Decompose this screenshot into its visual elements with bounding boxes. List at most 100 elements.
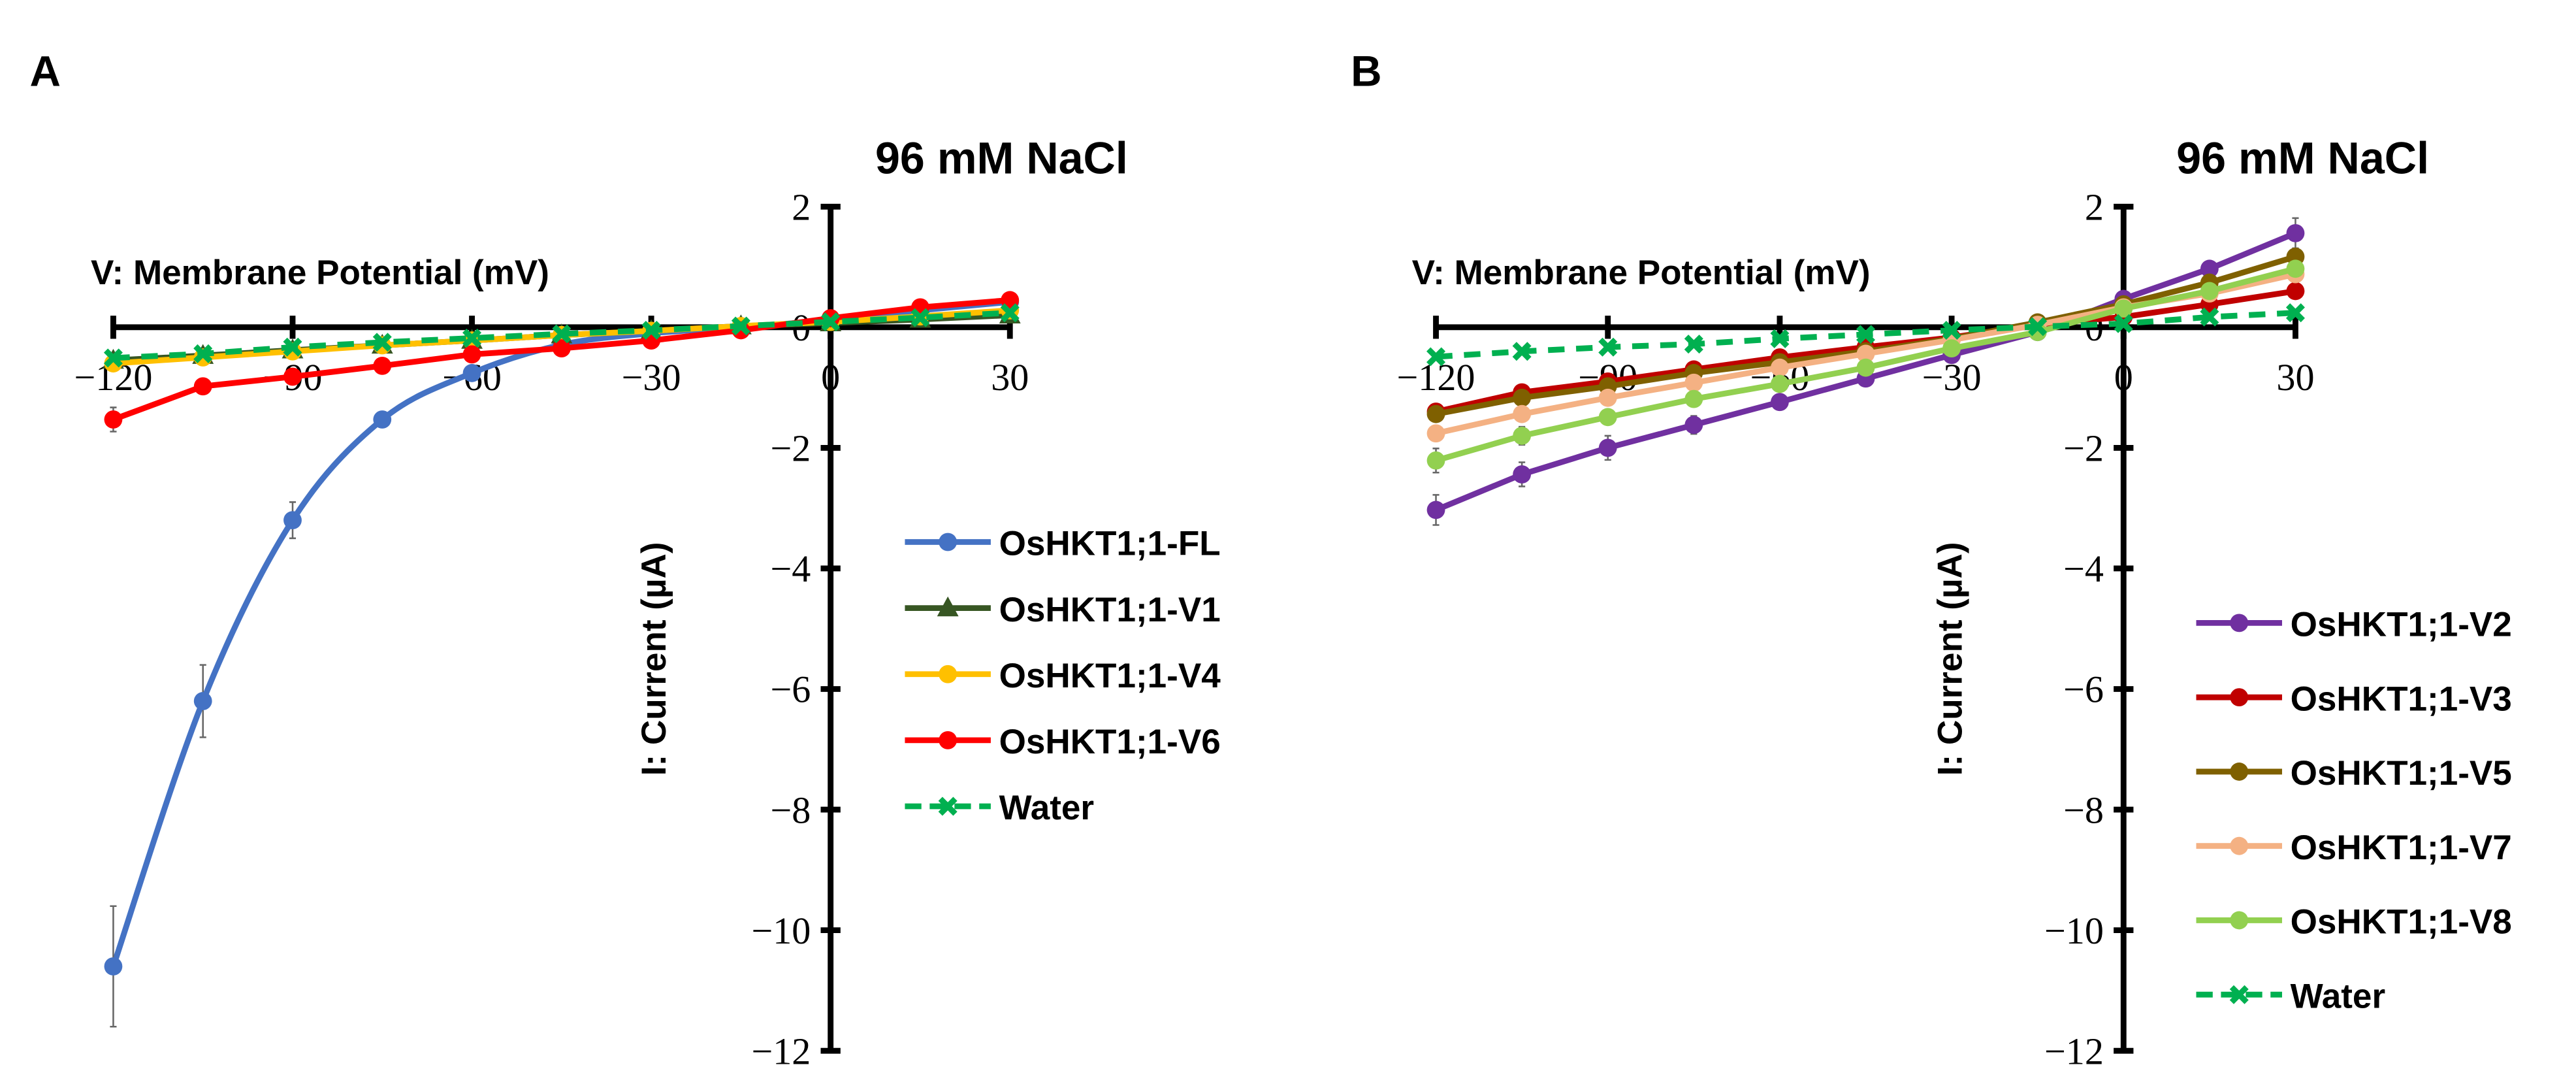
data-point <box>1770 358 1789 377</box>
legend-marker <box>939 731 958 749</box>
legend-label: OsHKT1;1-V8 <box>2291 903 2512 942</box>
data-point <box>1513 404 1532 423</box>
legend-marker <box>938 797 958 816</box>
legend-marker <box>937 596 959 617</box>
x-tick-label: 0 <box>821 356 840 399</box>
x-tick-label: −30 <box>622 356 681 399</box>
legend-item: OsHKT1;1-V2 <box>2196 606 2512 644</box>
y-tick-label: −2 <box>2063 427 2104 470</box>
data-point <box>1598 408 1617 427</box>
x-axis-title: V: Membrane Potential (mV) <box>91 254 549 292</box>
y-tick-label: −4 <box>2063 548 2104 590</box>
data-point <box>731 316 750 336</box>
legend-item: OsHKT1;1-V7 <box>2196 829 2512 867</box>
y-tick-label: 2 <box>792 186 811 229</box>
y-tick-label: −6 <box>2063 668 2104 711</box>
panel-label-b: B <box>1351 47 1381 95</box>
data-point <box>1856 358 1875 377</box>
legend-marker <box>2229 985 2249 1004</box>
data-point <box>2114 299 2133 318</box>
data-point <box>1770 393 1789 412</box>
data-point <box>2286 259 2305 278</box>
data-point <box>1942 320 1961 340</box>
series-water <box>1426 303 2305 367</box>
x-tick-label: −120 <box>1397 356 1475 399</box>
series-line <box>110 299 1010 968</box>
data-point <box>1513 465 1532 484</box>
x-tick-label: 30 <box>2276 356 2314 399</box>
legend-label: OsHKT1;1-V4 <box>999 657 1221 695</box>
x-tick-label: 0 <box>2114 356 2133 399</box>
legend-label: Water <box>2291 977 2385 1015</box>
legend-item: OsHKT1;1-V6 <box>905 723 1221 761</box>
legend-marker <box>2230 763 2249 781</box>
data-point <box>462 328 482 348</box>
data-point <box>193 377 212 396</box>
legend-label: OsHKT1;1-V7 <box>2291 829 2512 867</box>
data-point <box>193 692 212 710</box>
data-point <box>1856 325 1875 344</box>
legend-item: OsHKT1;1-V3 <box>2196 680 2512 718</box>
legend-label: OsHKT1;1-V5 <box>2291 754 2512 793</box>
data-point <box>2286 223 2305 242</box>
data-point <box>1598 388 1617 407</box>
legend-label: Water <box>999 789 1095 827</box>
data-point <box>641 320 661 340</box>
data-point <box>1000 303 1020 323</box>
chart-title: 96 mM NaCl <box>875 134 1128 184</box>
y-axis-title: I: Current (µA) <box>635 542 673 776</box>
data-point <box>373 356 392 375</box>
data-point <box>2286 282 2305 301</box>
y-tick-label: −10 <box>751 910 811 952</box>
data-point <box>552 339 571 358</box>
data-point <box>1513 388 1532 407</box>
data-point <box>1426 424 1445 443</box>
x-tick-label: 30 <box>991 356 1029 399</box>
y-tick-label: −4 <box>771 548 811 590</box>
data-point <box>283 367 302 386</box>
data-point <box>104 410 123 429</box>
legend-label: OsHKT1;1-V1 <box>999 591 1221 629</box>
data-point <box>2200 259 2219 278</box>
data-point <box>1770 329 1790 348</box>
data-point <box>1856 344 1875 363</box>
series-oshkt1-1-fl <box>104 293 1020 1028</box>
legend-label: OsHKT1;1-V6 <box>999 723 1221 761</box>
legend-label: OsHKT1;1-FL <box>999 525 1221 563</box>
chart-title: 96 mM NaCl <box>2176 134 2429 184</box>
data-point <box>2028 317 2048 337</box>
legend-item: OsHKT1;1-V4 <box>905 657 1221 695</box>
legend-marker <box>939 665 958 683</box>
data-point <box>1512 342 1532 361</box>
data-point <box>1598 337 1618 357</box>
chart-panel-b: 96 mM NaCl V: Membrane Potential (mV) I: C… <box>1397 134 2512 1073</box>
y-tick-label: −6 <box>771 668 811 711</box>
y-axis-title: I: Current (µA) <box>1931 542 1970 776</box>
data-point <box>821 312 841 332</box>
data-point <box>2200 307 2219 327</box>
data-point <box>1684 335 1703 354</box>
data-point <box>1513 427 1532 445</box>
data-point <box>372 333 392 352</box>
data-point <box>193 344 213 363</box>
chart-panel-a: 96 mM NaCl V: Membrane Potential (mV) I: C… <box>74 134 1221 1073</box>
data-point <box>1426 451 1445 470</box>
data-point <box>283 337 302 357</box>
series-oshkt1-1-v6 <box>104 291 1020 433</box>
data-point <box>373 410 392 429</box>
legend-marker <box>2230 614 2249 632</box>
data-point <box>1684 416 1703 435</box>
legend-item: Water <box>905 789 1094 827</box>
data-point <box>104 957 123 976</box>
panel-label-a: A <box>30 47 61 95</box>
y-tick-label: 2 <box>2085 186 2104 229</box>
data-point <box>283 511 302 530</box>
data-point <box>1426 501 1445 519</box>
data-point <box>552 324 572 344</box>
legend-marker <box>2230 688 2249 707</box>
data-point <box>1684 389 1703 408</box>
y-tick-label: −10 <box>2044 910 2104 952</box>
legend-item: OsHKT1;1-FL <box>905 525 1221 563</box>
data-point <box>1426 404 1445 423</box>
